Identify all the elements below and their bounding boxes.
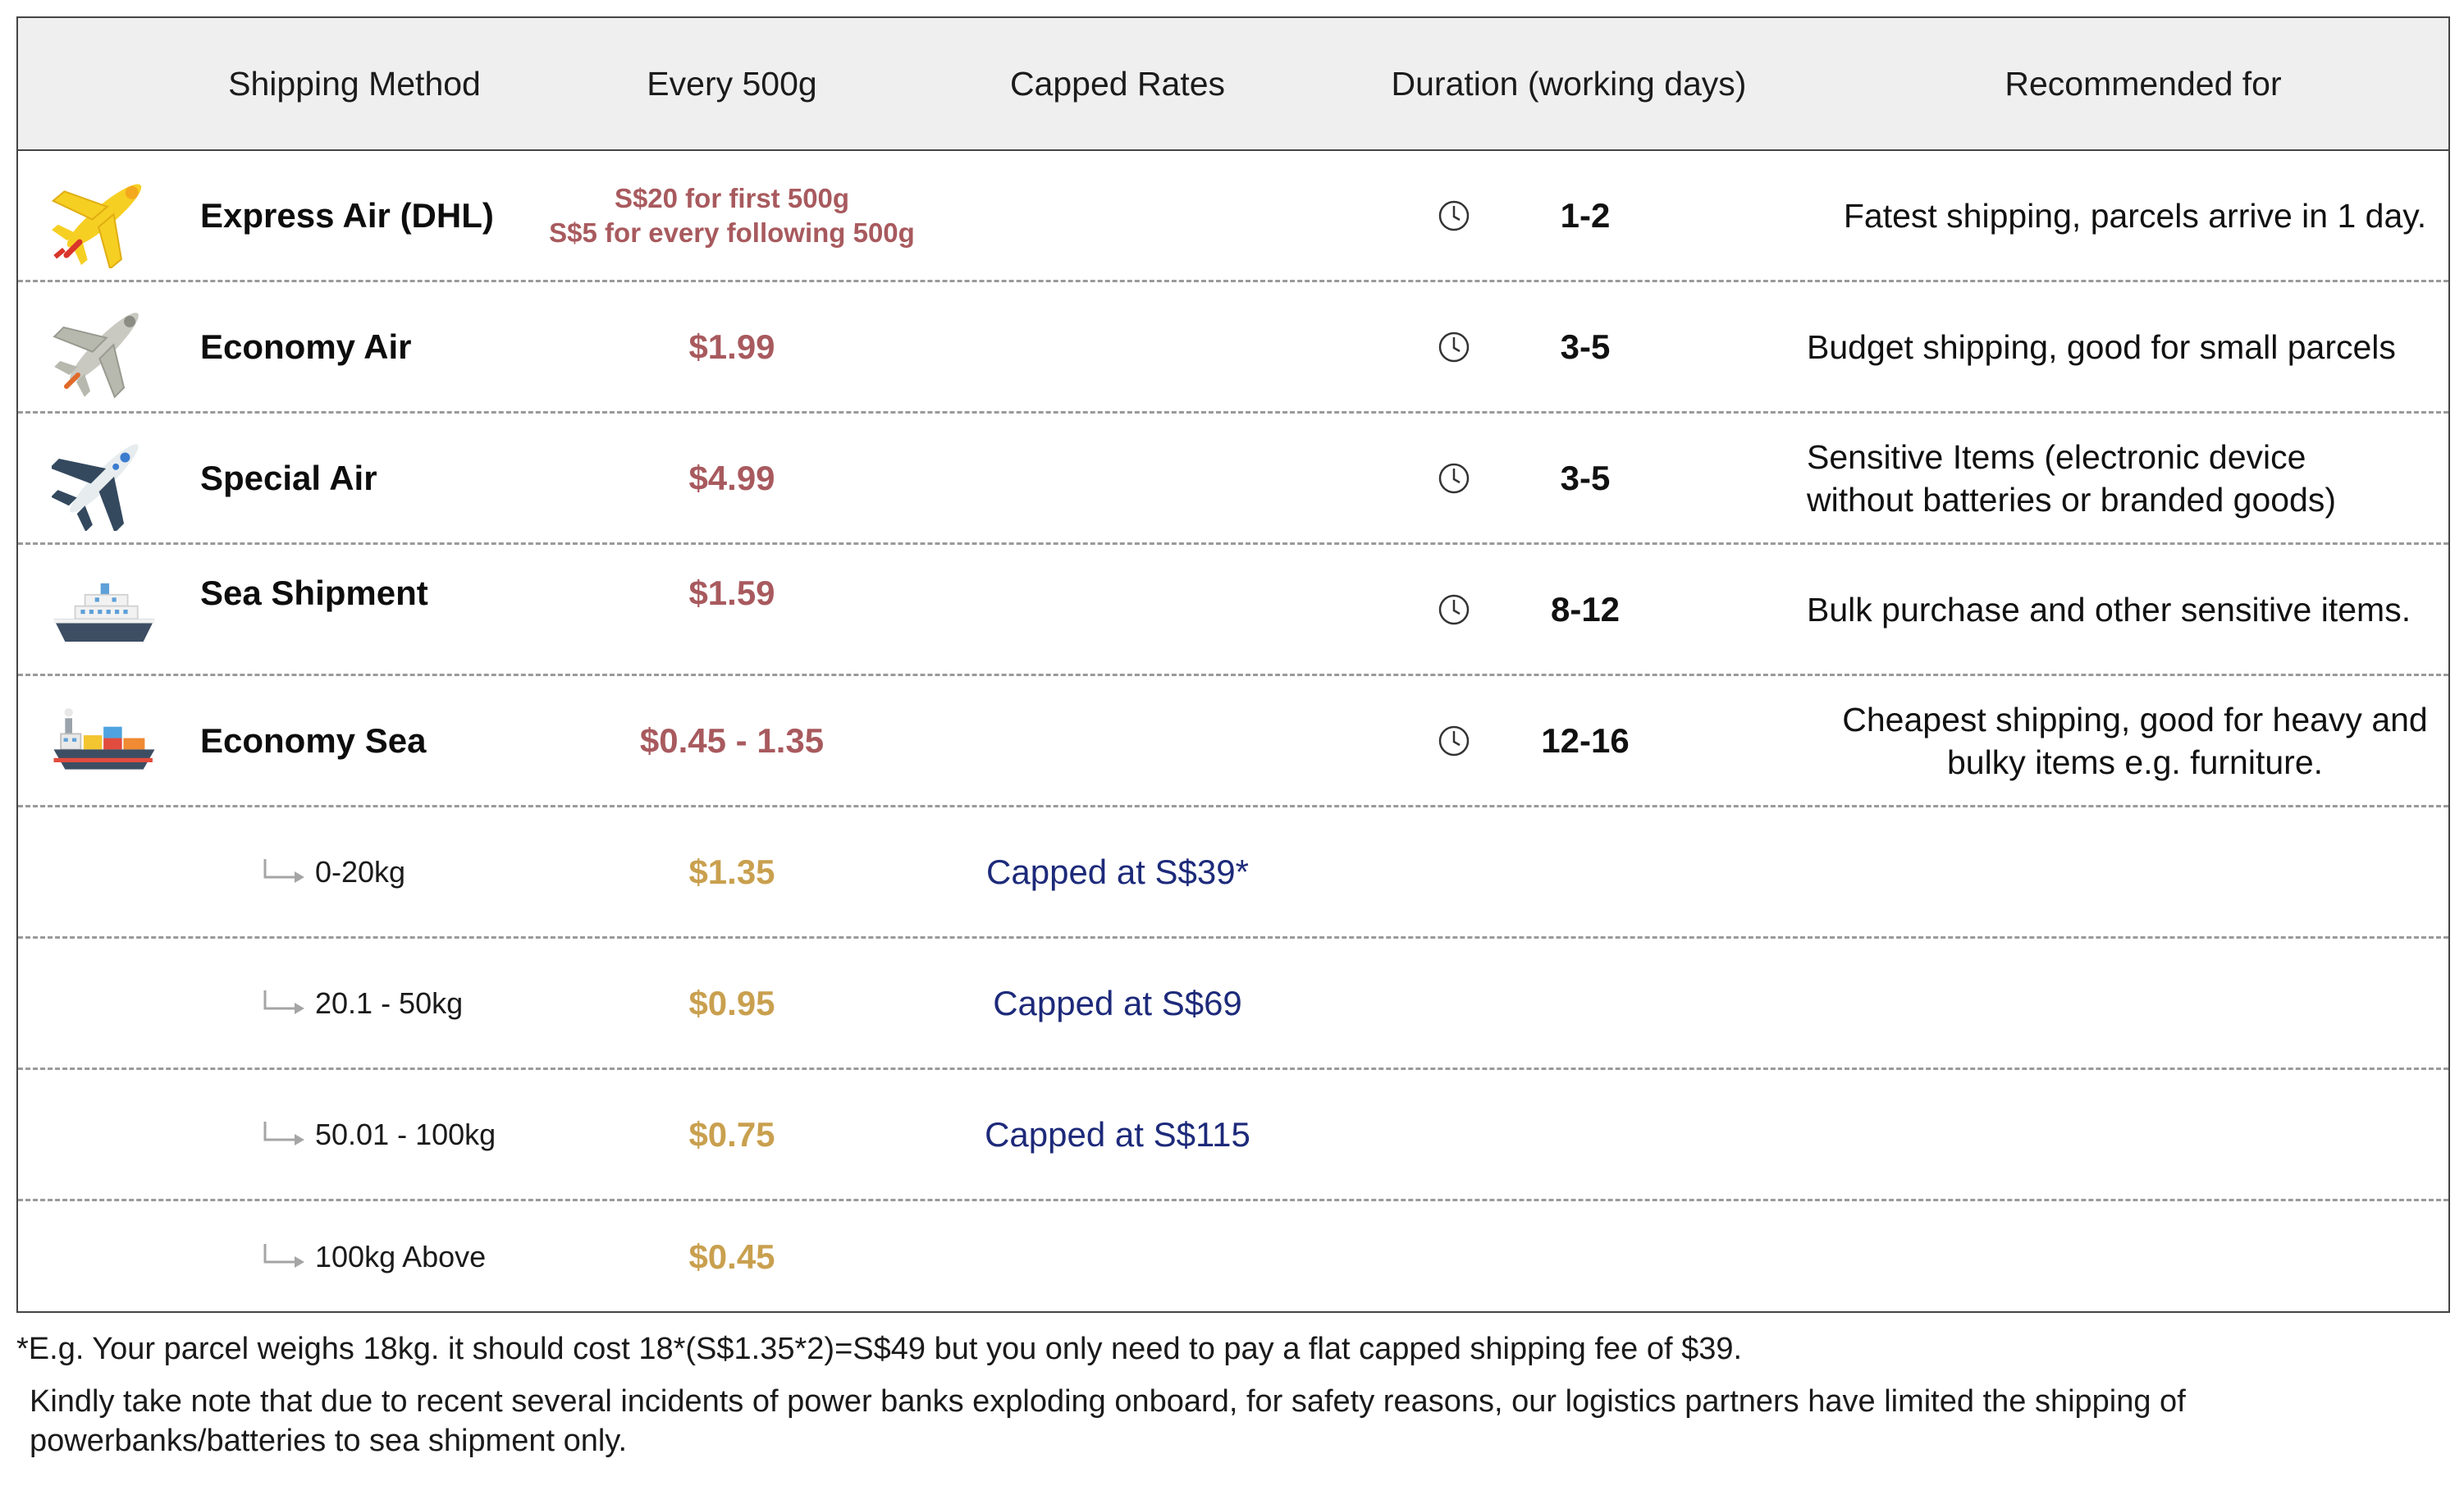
- shipping-rates-table: Shipping Method Every 500g Capped Rates …: [16, 16, 2450, 1313]
- recommended-line-1: Cheapest shipping, good for heavy and: [1842, 700, 2428, 738]
- footnote: *E.g. Your parcel weighs 18kg. it should…: [16, 1332, 1743, 1366]
- tier-price: $0.95: [688, 983, 775, 1022]
- header-duration: Duration (working days): [1391, 64, 1747, 103]
- header-recommended: Recommended for: [2005, 64, 2282, 103]
- recommended-for: Bulk purchase and other sensitive items.: [1807, 590, 2411, 629]
- recommended-line-2: bulky items e.g. furniture.: [1946, 743, 2324, 781]
- method-name: Sea Shipment: [200, 573, 428, 612]
- weight-tier-row: 100kg Above $0.45: [18, 1201, 2448, 1313]
- weight-tier-label: 0-20kg: [315, 854, 406, 889]
- recommended-for: Cheapest shipping, good for heavy and bu…: [1807, 676, 2463, 805]
- recommended-line-1: Sensitive Items (electronic device: [1807, 437, 2306, 476]
- recommended-for: Fatest shipping, parcels arrive in 1 day…: [1843, 196, 2427, 235]
- header-capped-rates: Capped Rates: [1009, 64, 1226, 103]
- price-every-500g: $1.99: [688, 327, 775, 366]
- weight-tier-label: 100kg Above: [315, 1240, 487, 1273]
- price-every-500g: $4.99: [688, 458, 775, 497]
- capped-rate: [921, 1201, 1314, 1313]
- recommended-line-2: without batteries or branded goods): [1807, 480, 2337, 519]
- clock-icon: [1429, 676, 1479, 805]
- duration-days: 3-5: [1560, 458, 1611, 497]
- table-row: Economy Sea $0.45 - 1.35 12-16 Cheapest …: [18, 676, 2448, 807]
- jet-airplane-icon: [51, 414, 158, 542]
- header-every-500g: Every 500g: [647, 64, 817, 103]
- weight-tier-row: 50.01 - 100kg $0.75 Capped at S$115: [18, 1070, 2448, 1201]
- sub-arrow-icon: [256, 807, 313, 936]
- capped-rate: Capped at S$69: [993, 983, 1242, 1022]
- duration-days: 12-16: [1541, 720, 1630, 760]
- price-every-500g: $0.45 - 1.35: [639, 720, 825, 760]
- duration-days: 8-12: [1550, 589, 1621, 629]
- sub-arrow-icon: [256, 1070, 313, 1199]
- sub-arrow-icon: [256, 1201, 313, 1313]
- clock-icon: [1429, 282, 1479, 411]
- method-name: Economy Air: [200, 327, 412, 366]
- recommended-for: Sensitive Items (electronic device witho…: [1807, 414, 2463, 542]
- method-name: Express Air (DHL): [200, 195, 494, 235]
- notice-line-2: powerbanks/batteries to sea shipment onl…: [30, 1424, 628, 1458]
- clock-icon: [1429, 545, 1479, 674]
- weight-tier-row: 20.1 - 50kg $0.95 Capped at S$69: [18, 939, 2448, 1070]
- table-row: Special Air $4.99 3-5 Sensitive Items (e…: [18, 414, 2448, 545]
- capped-rate: Capped at S$39*: [986, 852, 1249, 891]
- tier-price: $1.35: [688, 852, 775, 891]
- table-row: Economy Air $1.99 3-5 Budget shipping, g…: [18, 282, 2448, 414]
- weight-tier-row: 0-20kg $1.35 Capped at S$39*: [18, 807, 2448, 939]
- header-shipping-method: Shipping Method: [228, 64, 481, 103]
- yellow-airplane-icon: [51, 151, 158, 280]
- method-name: Economy Sea: [200, 720, 427, 760]
- cargo-ship-icon: [51, 676, 158, 805]
- recommended-for: Budget shipping, good for small parcels: [1807, 327, 2396, 366]
- price-every-500g: S$20 for first 500g S$5 for every follow…: [461, 151, 1003, 280]
- duration-days: 3-5: [1560, 327, 1611, 366]
- duration-days: 1-2: [1560, 195, 1611, 235]
- tier-price: $0.45: [688, 1237, 775, 1276]
- cruise-ship-icon: [51, 545, 158, 674]
- capped-rate: Capped at S$115: [985, 1114, 1250, 1154]
- weight-tier-label: 20.1 - 50kg: [315, 985, 464, 1020]
- table-row: Sea Shipment $1.59 8-12 Bulk purchase an…: [18, 545, 2448, 676]
- price-line-first: S$20 for first 500g: [614, 182, 850, 213]
- price-line-following: S$5 for every following 500g: [549, 217, 915, 248]
- sub-arrow-icon: [256, 939, 313, 1068]
- tier-price: $0.75: [688, 1114, 775, 1154]
- method-name: Special Air: [200, 458, 377, 497]
- clock-icon: [1429, 151, 1479, 280]
- notice-line-1: Kindly take note that due to recent seve…: [30, 1384, 2186, 1419]
- weight-tier-label: 50.01 - 100kg: [315, 1117, 496, 1151]
- table-header: Shipping Method Every 500g Capped Rates …: [18, 18, 2448, 151]
- clock-icon: [1429, 414, 1479, 542]
- price-every-500g: $1.59: [688, 573, 775, 612]
- table-row: Express Air (DHL) S$20 for first 500g S$…: [18, 151, 2448, 282]
- grey-airplane-icon: [51, 282, 158, 411]
